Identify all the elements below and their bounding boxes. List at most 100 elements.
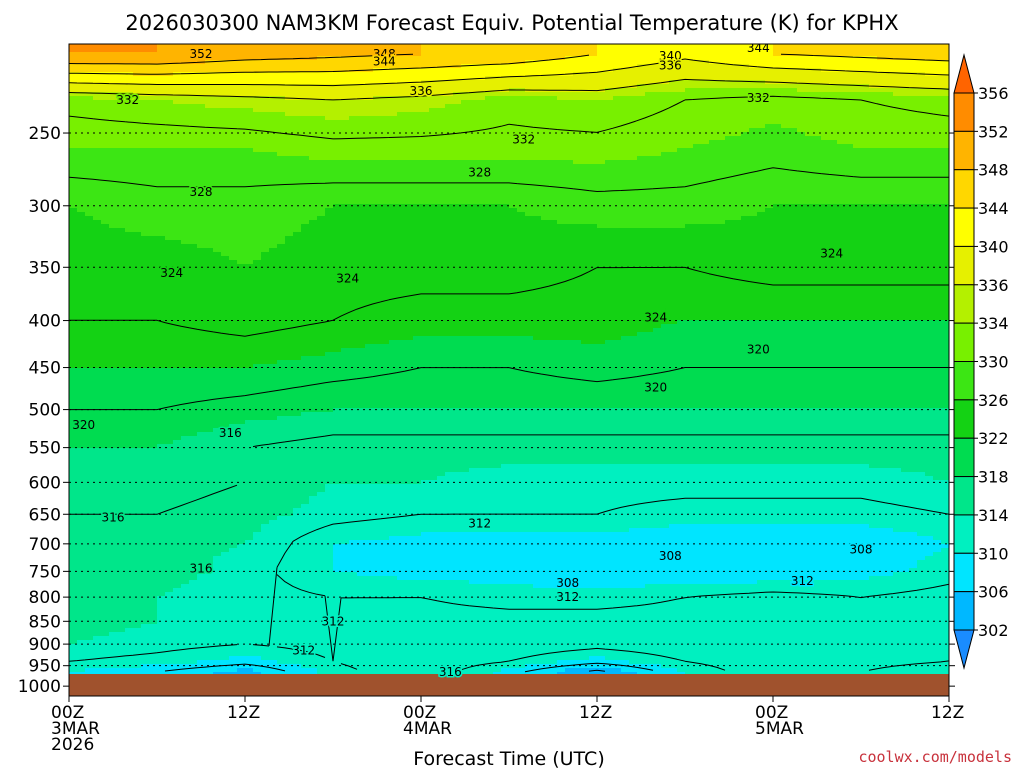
- heatmap-cell: [933, 220, 942, 225]
- heatmap-cell: [933, 156, 942, 161]
- heatmap-cell: [613, 60, 622, 65]
- heatmap-cell: [149, 188, 158, 193]
- heatmap-cell: [253, 124, 262, 129]
- heatmap-cell: [637, 96, 646, 101]
- heatmap-cell: [277, 152, 286, 157]
- heatmap-cell: [493, 184, 502, 189]
- heatmap-cell: [285, 208, 294, 213]
- heatmap-cell: [117, 88, 126, 93]
- heatmap-cell: [357, 116, 366, 121]
- heatmap-cell: [253, 204, 262, 209]
- heatmap-cell: [333, 172, 342, 177]
- heatmap-cell: [653, 72, 662, 77]
- heatmap-cell: [549, 112, 558, 117]
- heatmap-cell: [661, 188, 670, 193]
- heatmap-cell: [749, 124, 758, 129]
- heatmap-cell: [293, 184, 302, 189]
- heatmap-cell: [757, 116, 766, 121]
- heatmap-cell: [701, 168, 710, 173]
- heatmap-cell: [901, 204, 910, 209]
- heatmap-cell: [117, 184, 126, 189]
- heatmap-cell: [261, 168, 270, 173]
- heatmap-cell: [717, 152, 726, 157]
- heatmap-cell: [421, 204, 430, 209]
- heatmap-cell: [565, 176, 574, 181]
- heatmap-cell: [653, 132, 662, 137]
- heatmap-cell: [893, 112, 902, 117]
- heatmap-cell: [653, 196, 662, 201]
- heatmap-cell: [869, 104, 878, 109]
- heatmap-cell: [189, 148, 198, 153]
- heatmap-cell: [677, 92, 686, 97]
- heatmap-cell: [429, 108, 438, 113]
- heatmap-cell: [749, 80, 758, 85]
- heatmap-cell: [549, 140, 558, 145]
- heatmap-cell: [429, 224, 438, 229]
- heatmap-cell: [341, 128, 350, 133]
- heatmap-cell: [749, 100, 758, 105]
- heatmap-cell: [429, 204, 438, 209]
- heatmap-cell: [165, 164, 174, 169]
- heatmap-cell: [341, 60, 350, 65]
- heatmap-cell: [109, 44, 118, 49]
- heatmap-cell: [349, 76, 358, 81]
- heatmap-cell: [293, 200, 302, 205]
- heatmap-cell: [469, 176, 478, 181]
- heatmap-cell: [693, 68, 702, 73]
- heatmap-cell: [581, 116, 590, 121]
- heatmap-cell: [725, 140, 734, 145]
- heatmap-cell: [789, 200, 798, 205]
- heatmap-cell: [317, 136, 326, 141]
- heatmap-cell: [821, 188, 830, 193]
- heatmap-cell: [445, 184, 454, 189]
- heatmap-cell: [709, 148, 718, 153]
- heatmap-cell: [893, 116, 902, 121]
- heatmap-cell: [181, 120, 190, 125]
- heatmap-cell: [893, 148, 902, 153]
- heatmap-cell: [549, 96, 558, 101]
- heatmap-cell: [541, 176, 550, 181]
- heatmap-cell: [933, 84, 942, 89]
- heatmap-cell: [853, 200, 862, 205]
- heatmap-cell: [509, 176, 518, 181]
- heatmap-cell: [509, 192, 518, 197]
- heatmap-cell: [765, 92, 774, 97]
- heatmap-cell: [157, 136, 166, 141]
- heatmap-cell: [397, 100, 406, 105]
- heatmap-cell: [901, 212, 910, 217]
- heatmap-cell: [549, 56, 558, 61]
- heatmap-cell: [461, 56, 470, 61]
- heatmap-cell: [605, 200, 614, 205]
- heatmap-cell: [389, 60, 398, 65]
- heatmap-cell: [405, 200, 414, 205]
- heatmap-cell: [69, 120, 78, 125]
- heatmap-cell: [349, 84, 358, 89]
- heatmap-cell: [557, 92, 566, 97]
- heatmap-cell: [261, 92, 270, 97]
- heatmap-cell: [941, 184, 949, 189]
- heatmap-cell: [429, 144, 438, 149]
- heatmap-cell: [365, 164, 374, 169]
- heatmap-cell: [213, 216, 222, 221]
- heatmap-cell: [373, 132, 382, 137]
- heatmap-cell: [701, 88, 710, 93]
- heatmap-cell: [405, 84, 414, 89]
- heatmap-cell: [797, 140, 806, 145]
- heatmap-cell: [605, 96, 614, 101]
- heatmap-cell: [709, 92, 718, 97]
- heatmap-cell: [765, 136, 774, 141]
- heatmap-cell: [893, 164, 902, 169]
- heatmap-cell: [869, 96, 878, 101]
- heatmap-cell: [437, 112, 446, 117]
- heatmap-cell: [925, 88, 934, 93]
- heatmap-cell: [741, 56, 750, 61]
- heatmap-cell: [669, 132, 678, 137]
- heatmap-cell: [229, 48, 238, 53]
- heatmap-cell: [101, 72, 110, 77]
- heatmap-cell: [333, 72, 342, 77]
- heatmap-cell: [757, 176, 766, 181]
- heatmap-cell: [853, 176, 862, 181]
- heatmap-cell: [349, 184, 358, 189]
- heatmap-cell: [157, 156, 166, 161]
- heatmap-cell: [245, 200, 254, 205]
